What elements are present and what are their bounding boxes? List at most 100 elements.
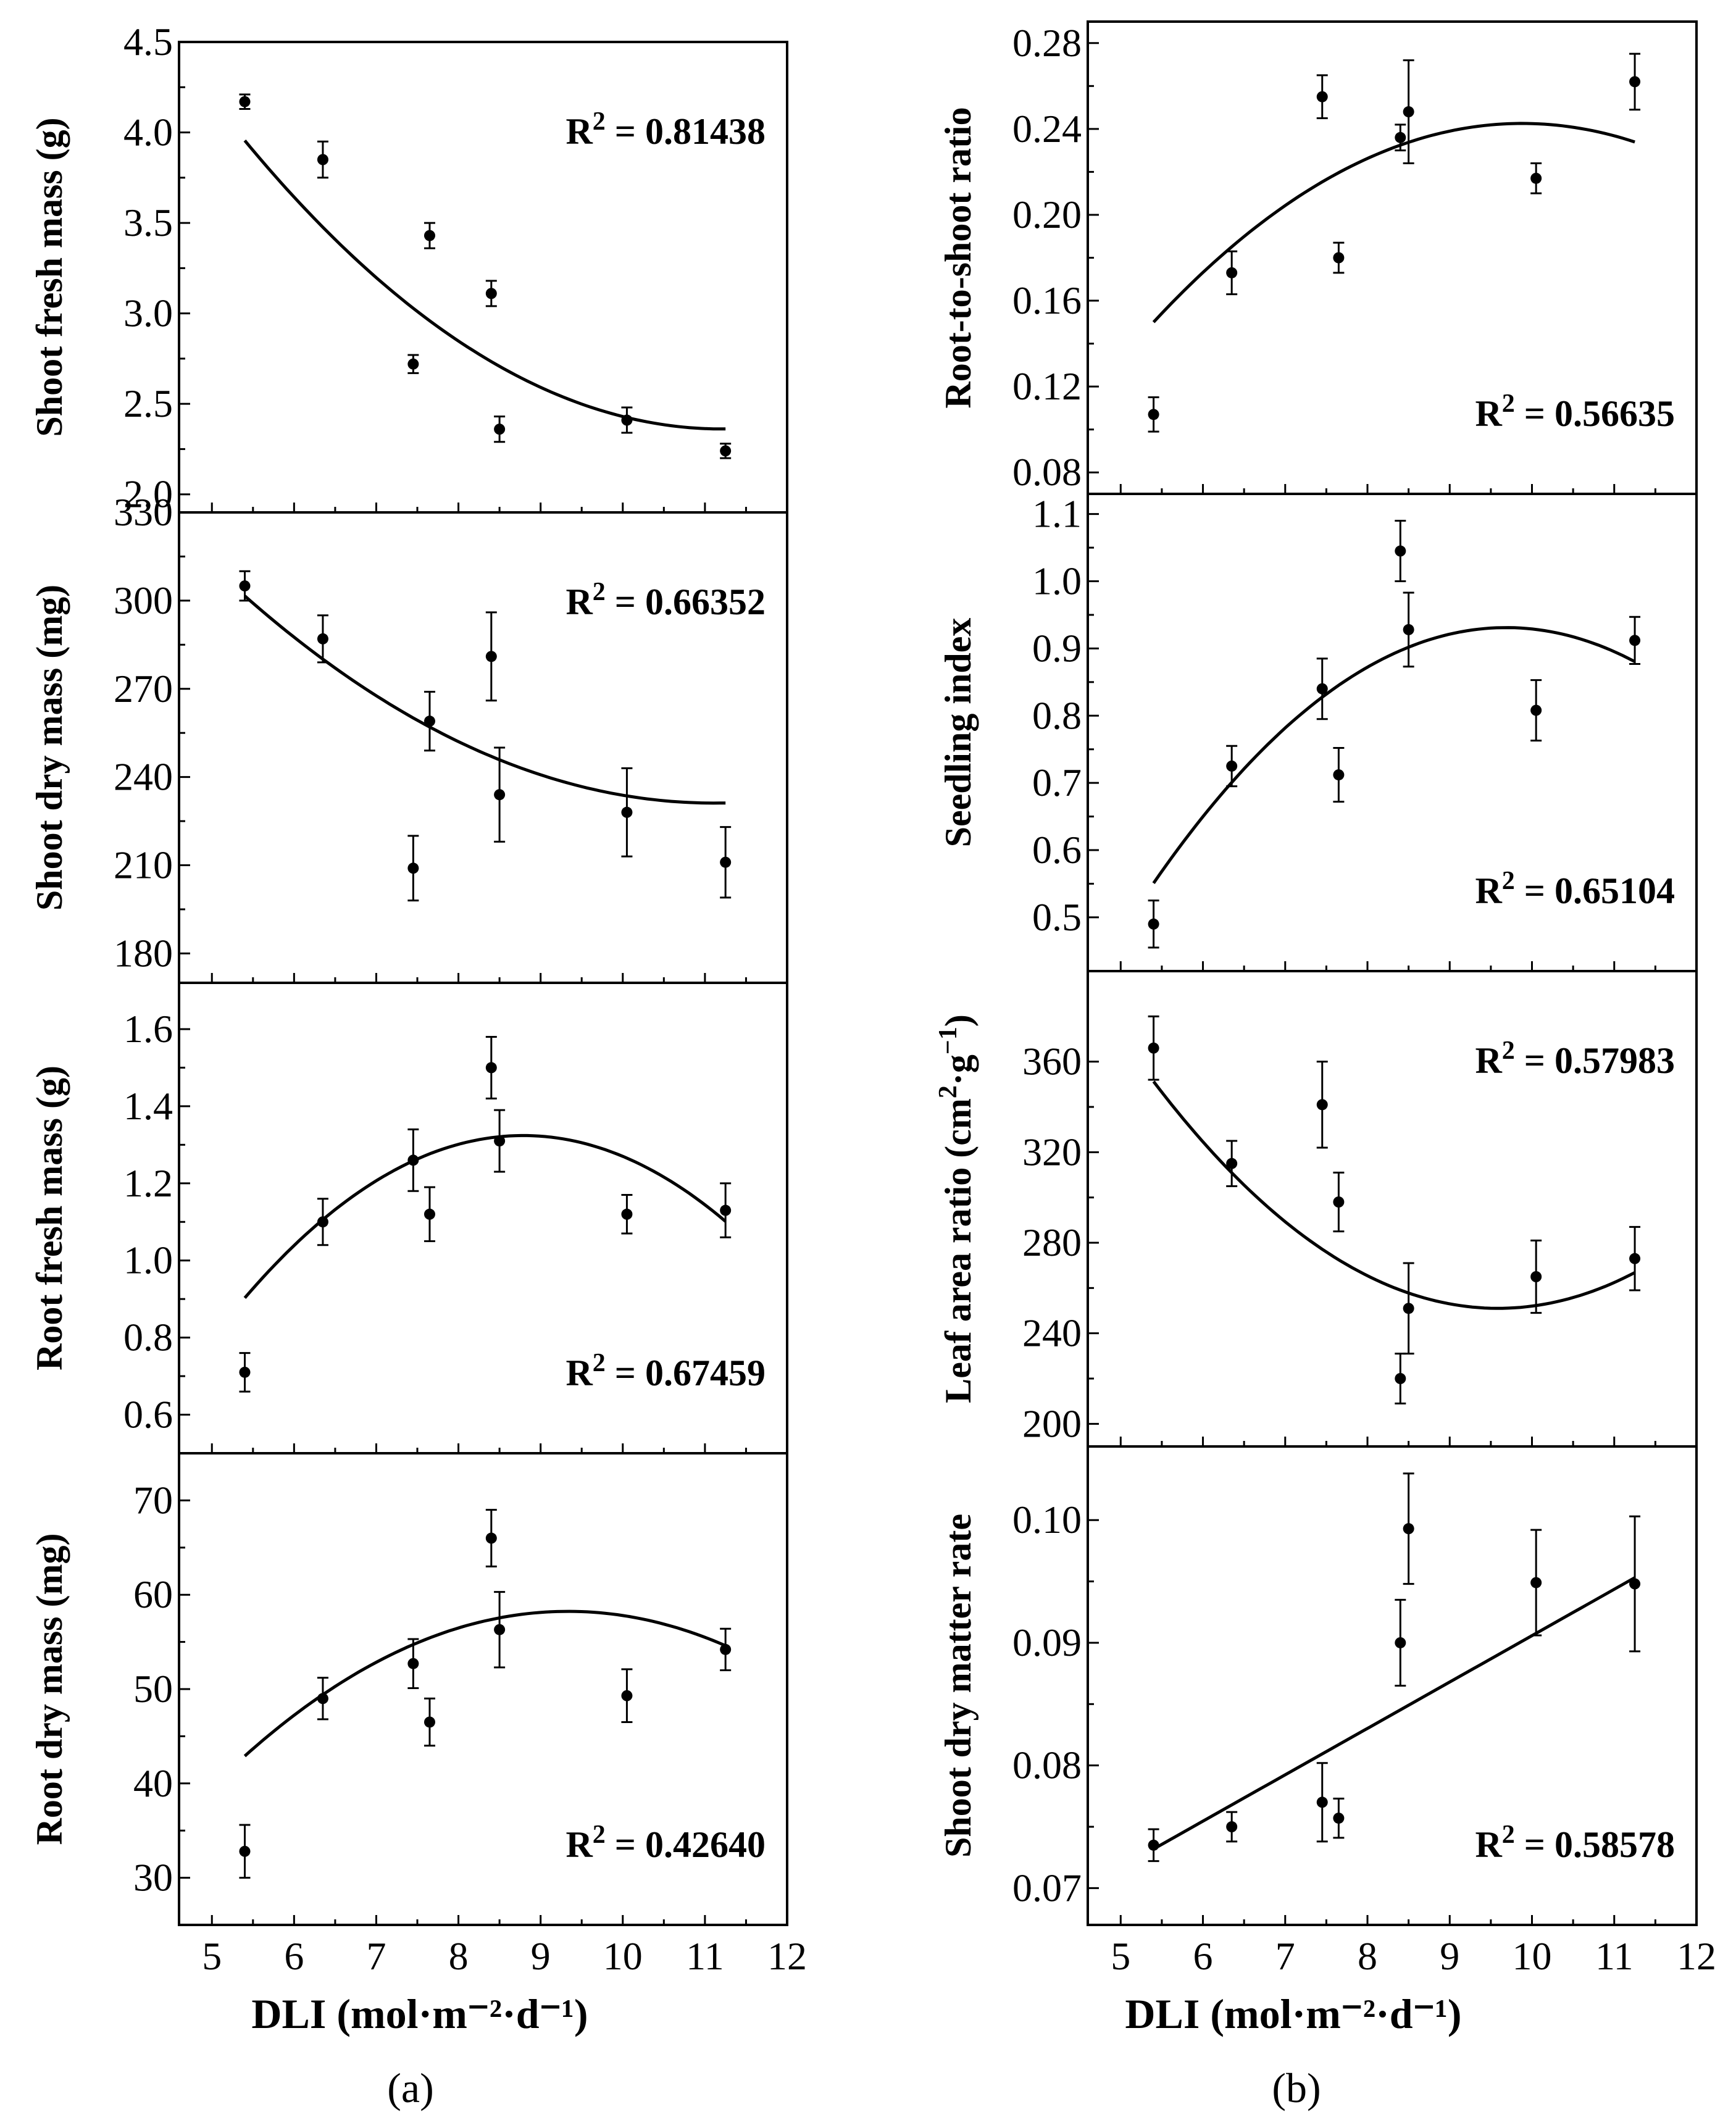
y-axis-label: Root fresh mass (g) — [29, 1066, 70, 1371]
data-point — [239, 96, 251, 107]
fit-curve — [243, 595, 726, 805]
y-tick-label: 270 — [114, 667, 173, 711]
y-tick-label: 40 — [133, 1761, 173, 1805]
data-point — [424, 716, 435, 727]
y-tick-label: 0.28 — [1012, 21, 1082, 65]
data-point — [1333, 1196, 1345, 1208]
data-point — [485, 651, 497, 662]
data-point — [1629, 76, 1641, 88]
x-tick-label: 6 — [284, 1934, 304, 1978]
data-point — [1148, 1042, 1159, 1054]
x-tick-label: 5 — [1111, 1934, 1130, 1978]
y-tick-label: 280 — [1022, 1221, 1082, 1264]
x-tick-label: 11 — [686, 1934, 724, 1978]
data-point — [424, 1208, 435, 1220]
data-point — [317, 1216, 328, 1228]
y-axis-label: Root dry mass (mg) — [29, 1534, 70, 1845]
y-tick-label: 0.20 — [1012, 193, 1082, 236]
y-axis-label: Root-to-shoot ratio — [938, 107, 979, 408]
root-to-shoot-ratio-panel: 0.08 0.12 0.16 0.20 0.24 0.28 Root-to-shoot ra… — [938, 20, 1698, 495]
y-tick-label: 240 — [114, 755, 173, 799]
data-point — [1403, 624, 1414, 635]
x-tick-label: 5 — [202, 1934, 222, 1978]
y-tick-label: 4.0 — [123, 111, 173, 154]
data-point — [239, 1845, 251, 1857]
data-point — [317, 154, 328, 165]
y-tick-label: 4.5 — [123, 20, 173, 64]
data-point — [424, 1716, 435, 1728]
data-point — [1148, 1839, 1159, 1851]
x-tick-label: 6 — [1193, 1934, 1213, 1978]
shoot-dry-matter-rate-panel: 0.07 0.08 0.09 0.10 Shoot dry matter rate R2 … — [938, 1445, 1698, 1926]
r-squared-label: R2 = 0.58578 — [1475, 1821, 1675, 1865]
y-tick-label: 1.4 — [123, 1084, 173, 1128]
data-point — [1333, 769, 1345, 781]
y-axis-label: Shoot dry mass (mg) — [29, 585, 70, 911]
data-point — [1403, 1523, 1414, 1535]
y-tick-label: 0.6 — [1032, 828, 1082, 872]
x-axis-a: 5 6 7 8 9 10 11 12 — [202, 1934, 807, 1978]
data-point — [1316, 1797, 1328, 1808]
data-point — [407, 1154, 419, 1166]
x-tick-label: 7 — [1275, 1934, 1295, 1978]
y-tick-label: 60 — [133, 1572, 173, 1616]
y-tick-label: 200 — [1022, 1401, 1082, 1445]
x-tick-label: 12 — [1677, 1934, 1716, 1978]
x-tick-label: 9 — [1440, 1934, 1459, 1978]
r-squared-label: R2 = 0.67459 — [565, 1349, 766, 1393]
y-tick-label: 1.2 — [123, 1161, 173, 1205]
x-axis-label-b: DLI (mol·m⁻²·d⁻¹) — [1125, 1990, 1461, 2037]
shoot-dry-mass-panel: 180 210 240 270 300 330 Shoot dry mass (mg) R2 … — [29, 490, 788, 984]
y-tick-label: 1.6 — [123, 1007, 173, 1051]
x-tick-label: 10 — [1513, 1934, 1552, 1978]
y-tick-label: 0.09 — [1012, 1621, 1082, 1664]
y-tick-label: 0.5 — [1032, 895, 1082, 939]
x-tick-label: 10 — [603, 1934, 643, 1978]
data-point — [1333, 252, 1345, 264]
y-tick-label: 2.0 — [123, 472, 173, 516]
y-axis-label: Leaf area ratio (cm2·g−1) — [934, 1014, 979, 1403]
y-tick-label: 50 — [133, 1667, 173, 1711]
y-axis-label: Shoot dry matter rate — [938, 1514, 979, 1858]
y-tick-label: 0.24 — [1012, 107, 1082, 151]
data-point — [494, 424, 506, 435]
data-point — [1530, 704, 1542, 716]
data-point — [1148, 918, 1159, 930]
y-tick-label: 0.16 — [1012, 278, 1082, 322]
data-point — [621, 414, 633, 426]
data-point — [1629, 635, 1641, 646]
data-point — [1403, 106, 1414, 118]
x-tick-label: 8 — [1358, 1934, 1377, 1978]
y-tick-label: 210 — [114, 843, 173, 887]
y-tick-label: 1.0 — [123, 1238, 173, 1282]
root-dry-mass-panel: 30 40 50 60 70 Root dry mass (mg) R2 = 0.42640 — [29, 1452, 788, 1926]
y-tick-label: 0.8 — [123, 1316, 173, 1359]
data-point — [317, 633, 328, 645]
y-tick-label: 2.5 — [123, 382, 173, 425]
fit-curve — [1152, 626, 1636, 885]
data-point — [1629, 1253, 1641, 1264]
y-tick-label: 360 — [1022, 1040, 1082, 1083]
r-squared-label: R2 = 0.57983 — [1475, 1037, 1675, 1081]
y-tick-label: 0.08 — [1012, 450, 1082, 494]
y-tick-label: 30 — [133, 1856, 173, 1900]
panel-label-a: (a) — [387, 2064, 433, 2111]
data-point — [1395, 1637, 1406, 1648]
data-point — [1530, 1577, 1542, 1588]
fit-curve — [243, 1609, 727, 1758]
leaf-area-ratio-panel: 200 240 280 320 360 Leaf area ratio (cm2·g−1)… — [934, 970, 1698, 1448]
data-point — [621, 1208, 633, 1220]
data-point — [1148, 409, 1159, 420]
data-point — [1333, 1813, 1345, 1824]
y-tick-label: 3.0 — [123, 291, 173, 335]
data-point — [494, 789, 506, 801]
y-tick-label: 0.9 — [1032, 626, 1082, 670]
data-point — [1395, 131, 1406, 143]
y-tick-label: 0.8 — [1032, 693, 1082, 737]
data-point — [720, 445, 732, 457]
y-axis-label: Shoot fresh mass (g) — [29, 117, 70, 436]
y-tick-label: 180 — [114, 931, 173, 975]
y-tick-label: 0.12 — [1012, 364, 1082, 408]
data-point — [1530, 1271, 1542, 1282]
